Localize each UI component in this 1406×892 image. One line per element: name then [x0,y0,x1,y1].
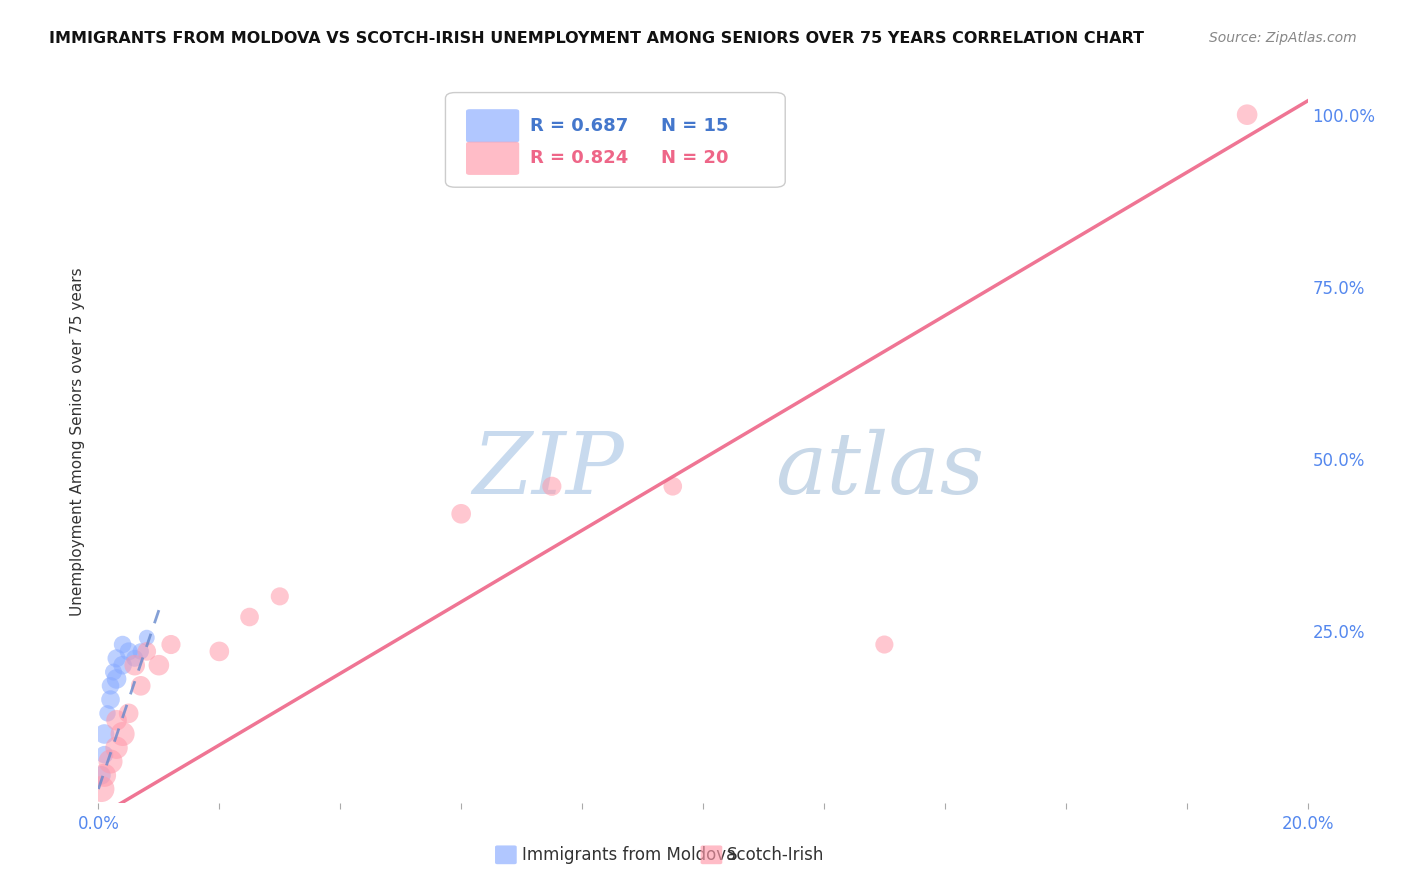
Point [96,706,118,721]
Point [90,782,112,797]
Point [148,658,170,673]
Point [105,713,128,727]
FancyBboxPatch shape [700,846,723,864]
Text: IMMIGRANTS FROM MOLDOVA VS SCOTCH-IRISH UNEMPLOYMENT AMONG SENIORS OVER 75 YEARS: IMMIGRANTS FROM MOLDOVA VS SCOTCH-IRISH … [49,31,1144,46]
Point [160,638,183,652]
Point [239,610,262,624]
FancyBboxPatch shape [465,142,519,175]
Point [129,644,152,658]
Text: N = 15: N = 15 [661,117,728,135]
Point [93,768,115,782]
Point [540,479,562,493]
FancyBboxPatch shape [495,846,517,864]
Point [135,631,157,645]
Point [111,638,134,652]
FancyBboxPatch shape [465,109,519,143]
Point [100,692,122,706]
Point [124,651,146,665]
Y-axis label: Unemployment Among Seniors over 75 years: Unemployment Among Seniors over 75 years [69,268,84,615]
Point [129,679,152,693]
Text: ZIP: ZIP [472,429,624,512]
Point [118,706,141,721]
Text: Scotch-Irish: Scotch-Irish [727,846,824,863]
Point [93,747,115,762]
Point [105,672,128,686]
Point [111,727,134,741]
Point [105,651,128,665]
Point [208,644,231,658]
Point [124,658,146,673]
Text: Immigrants from Moldova: Immigrants from Moldova [522,846,735,863]
Point [105,740,128,755]
Point [103,665,125,679]
Point [93,727,115,741]
Text: atlas: atlas [776,429,984,512]
Point [450,507,472,521]
Point [873,638,896,652]
Point [90,768,112,782]
Text: R = 0.687: R = 0.687 [530,117,628,135]
Point [100,755,122,769]
Point [661,479,683,493]
Text: N = 20: N = 20 [661,149,728,168]
Text: R = 0.824: R = 0.824 [530,149,628,168]
Point [111,658,134,673]
Point [135,644,157,658]
Point [1236,108,1258,122]
Point [118,644,141,658]
Text: Source: ZipAtlas.com: Source: ZipAtlas.com [1209,31,1357,45]
FancyBboxPatch shape [446,93,785,187]
Point [100,679,122,693]
Point [269,590,291,604]
